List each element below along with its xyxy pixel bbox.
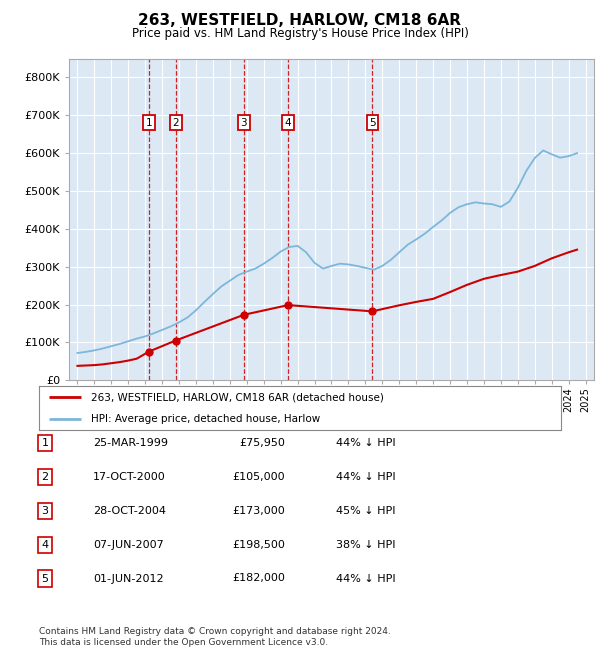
Text: £75,950: £75,950 [239,438,285,448]
Text: 4: 4 [41,540,49,550]
Text: 17-OCT-2000: 17-OCT-2000 [93,472,166,482]
Text: 44% ↓ HPI: 44% ↓ HPI [336,573,395,584]
Text: 2: 2 [41,472,49,482]
Text: 5: 5 [41,573,49,584]
Text: 01-JUN-2012: 01-JUN-2012 [93,573,164,584]
Text: HPI: Average price, detached house, Harlow: HPI: Average price, detached house, Harl… [91,414,320,424]
Text: 25-MAR-1999: 25-MAR-1999 [93,438,168,448]
Text: 5: 5 [369,118,376,128]
Text: 263, WESTFIELD, HARLOW, CM18 6AR (detached house): 263, WESTFIELD, HARLOW, CM18 6AR (detach… [91,392,384,402]
Text: £182,000: £182,000 [232,573,285,584]
Text: Price paid vs. HM Land Registry's House Price Index (HPI): Price paid vs. HM Land Registry's House … [131,27,469,40]
Text: 3: 3 [241,118,247,128]
Text: £173,000: £173,000 [232,506,285,516]
Text: 3: 3 [41,506,49,516]
Text: Contains HM Land Registry data © Crown copyright and database right 2024.
This d: Contains HM Land Registry data © Crown c… [39,627,391,647]
Text: 45% ↓ HPI: 45% ↓ HPI [336,506,395,516]
Text: 07-JUN-2007: 07-JUN-2007 [93,540,164,550]
Text: £198,500: £198,500 [232,540,285,550]
Text: 263, WESTFIELD, HARLOW, CM18 6AR: 263, WESTFIELD, HARLOW, CM18 6AR [139,13,461,28]
Text: 4: 4 [285,118,292,128]
Text: £105,000: £105,000 [232,472,285,482]
Text: 2: 2 [172,118,179,128]
Text: 44% ↓ HPI: 44% ↓ HPI [336,438,395,448]
Text: 1: 1 [146,118,152,128]
Text: 1: 1 [41,438,49,448]
Text: 44% ↓ HPI: 44% ↓ HPI [336,472,395,482]
Text: 38% ↓ HPI: 38% ↓ HPI [336,540,395,550]
Text: 28-OCT-2004: 28-OCT-2004 [93,506,166,516]
